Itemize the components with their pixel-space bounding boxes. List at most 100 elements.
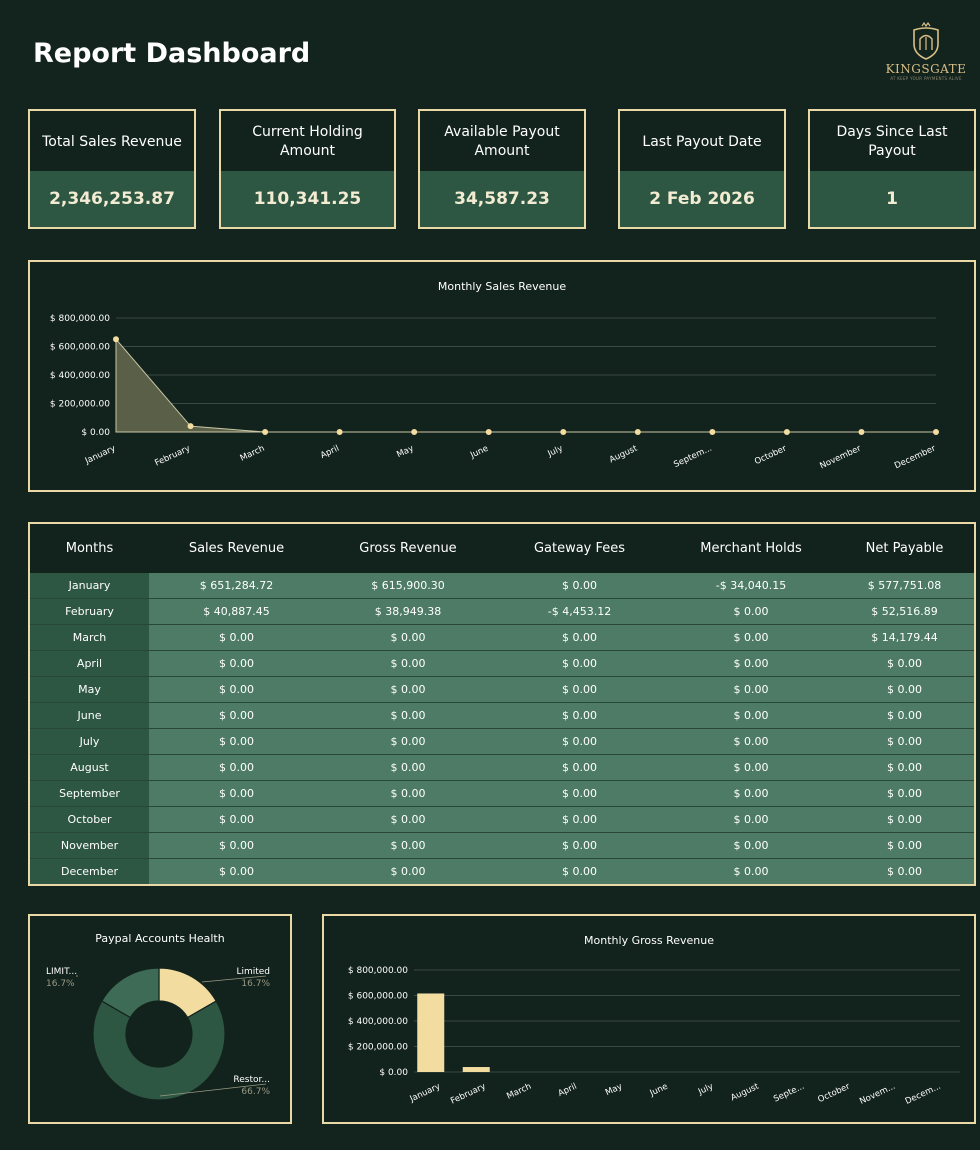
- table-row: May $ 0.00 $ 0.00 $ 0.00 $ 0.00 $ 0.00: [30, 676, 974, 703]
- value-cell: $ 0.00: [492, 858, 667, 884]
- chart-title: Paypal Accounts Health: [95, 932, 225, 945]
- month-cell: June: [30, 702, 149, 729]
- month-cell: April: [30, 650, 149, 677]
- data-point: [709, 429, 716, 435]
- monthly-breakdown-table: Months Sales Revenue Gross Revenue Gatew…: [28, 522, 976, 886]
- data-point: [262, 429, 269, 435]
- value-cell: $ 0.00: [667, 754, 835, 781]
- x-tick-label: February: [449, 1082, 487, 1107]
- x-tick-label: January: [83, 444, 117, 467]
- chart-title: Monthly Gross Revenue: [584, 934, 714, 947]
- paypal-accounts-health-chart: Limited 16.7% Restor... 66.7% LIMIT... 16.7%: [46, 967, 270, 1101]
- x-tick-label: January: [408, 1082, 442, 1105]
- kpi-label: Last Payout Date: [642, 133, 762, 150]
- value-cell: $ 0.00: [667, 650, 835, 677]
- value-cell: $ 0.00: [324, 832, 492, 859]
- value-cell: $ 0.00: [324, 806, 492, 833]
- value-cell: $ 0.00: [667, 728, 835, 755]
- month-cell: January: [30, 573, 149, 599]
- kpi-label: Days Since Last Payout: [836, 124, 948, 159]
- value-cell: $ 0.00: [835, 780, 974, 807]
- x-tick-label: Decem...: [904, 1082, 943, 1107]
- y-tick-label: $ 800,000.00: [348, 966, 408, 976]
- value-cell: $ 577,751.08: [835, 573, 974, 599]
- data-point: [187, 423, 194, 430]
- table-row: June $ 0.00 $ 0.00 $ 0.00 $ 0.00 $ 0.00: [30, 702, 974, 729]
- x-tick-label: June: [468, 444, 490, 461]
- y-tick-label: $ 200,000.00: [50, 400, 110, 410]
- value-cell: $ 0.00: [667, 676, 835, 703]
- kpi-current-holding-amount: Current Holding Amount 110,341.25: [219, 109, 396, 229]
- data-point: [485, 429, 492, 435]
- slice-label: Restor...: [233, 1075, 270, 1085]
- y-tick-label: $ 400,000.00: [50, 371, 110, 381]
- column-header: Merchant Holds: [667, 524, 835, 573]
- value-cell: $ 0.00: [492, 806, 667, 833]
- table-row: July $ 0.00 $ 0.00 $ 0.00 $ 0.00 $ 0.00: [30, 728, 974, 755]
- month-cell: March: [30, 624, 149, 651]
- y-tick-label: $ 800,000.00: [50, 314, 110, 324]
- column-header: Gross Revenue: [324, 524, 492, 573]
- data-point: [933, 429, 939, 435]
- x-tick-label: March: [505, 1082, 533, 1102]
- column-header: Months: [30, 524, 149, 573]
- value-cell: $ 0.00: [324, 780, 492, 807]
- value-cell: $ 0.00: [492, 754, 667, 781]
- value-cell: $ 0.00: [492, 832, 667, 859]
- month-cell: September: [30, 780, 149, 807]
- x-tick-label: May: [395, 444, 415, 460]
- value-cell: $ 615,900.30: [324, 573, 492, 599]
- brand-logo: KINGSGATE AT KEEP YOUR PAYMENTS ALIVE: [872, 22, 980, 92]
- value-cell: $ 0.00: [324, 676, 492, 703]
- data-point: [560, 429, 567, 435]
- month-cell: August: [30, 754, 149, 781]
- x-tick-label: March: [239, 444, 267, 464]
- value-cell: $ 0.00: [835, 676, 974, 703]
- value-cell: $ 0.00: [324, 702, 492, 729]
- value-cell: $ 0.00: [492, 650, 667, 677]
- value-cell: $ 0.00: [667, 806, 835, 833]
- x-tick-label: February: [153, 444, 191, 469]
- bar: [462, 1067, 490, 1072]
- data-point: [634, 429, 641, 435]
- brand-tagline: AT KEEP YOUR PAYMENTS ALIVE: [890, 76, 962, 81]
- y-tick-label: $ 0.00: [379, 1068, 408, 1078]
- month-cell: December: [30, 858, 149, 884]
- kpi-label: Available Payout Amount: [444, 124, 560, 159]
- value-cell: $ 40,887.45: [149, 598, 324, 625]
- page-title: Report Dashboard: [33, 38, 311, 69]
- value-cell: $ 0.00: [149, 650, 324, 677]
- y-tick-label: $ 0.00: [81, 428, 110, 438]
- value-cell: $ 0.00: [667, 780, 835, 807]
- column-header: Net Payable: [835, 524, 974, 573]
- y-tick-label: $ 200,000.00: [348, 1043, 408, 1053]
- x-tick-label: December: [893, 443, 938, 471]
- donut-slice: [100, 967, 160, 1019]
- value-cell: $ 0.00: [835, 832, 974, 859]
- table-row: October $ 0.00 $ 0.00 $ 0.00 $ 0.00 $ 0.00: [30, 806, 974, 833]
- value-cell: $ 0.00: [149, 754, 324, 781]
- x-tick-label: April: [557, 1082, 579, 1099]
- value-cell: $ 0.00: [667, 624, 835, 651]
- x-tick-label: June: [648, 1082, 670, 1099]
- month-cell: May: [30, 676, 149, 703]
- data-point: [783, 429, 790, 435]
- kpi-available-payout-amount: Available Payout Amount 34,587.23: [418, 109, 586, 229]
- value-cell: $ 0.00: [835, 754, 974, 781]
- x-tick-label: October: [753, 443, 789, 467]
- value-cell: $ 0.00: [149, 624, 324, 651]
- value-cell: $ 0.00: [667, 832, 835, 859]
- value-cell: $ 0.00: [835, 858, 974, 884]
- brand-name: KINGSGATE: [885, 62, 967, 76]
- x-tick-label: July: [546, 444, 565, 460]
- value-cell: $ 0.00: [149, 702, 324, 729]
- monthly-gross-revenue-panel: Monthly Gross Revenue $ 0.00 $ 200,000.00…: [322, 914, 976, 1124]
- table-row: September $ 0.00 $ 0.00 $ 0.00 $ 0.00 $ 0.00: [30, 780, 974, 807]
- kpi-label: Current Holding Amount: [252, 124, 363, 159]
- value-cell: $ 0.00: [492, 573, 667, 599]
- data-point: [336, 429, 343, 435]
- kpi-value: 34,587.23: [420, 171, 584, 227]
- value-cell: $ 651,284.72: [149, 573, 324, 599]
- value-cell: $ 0.00: [149, 780, 324, 807]
- value-cell: $ 0.00: [835, 806, 974, 833]
